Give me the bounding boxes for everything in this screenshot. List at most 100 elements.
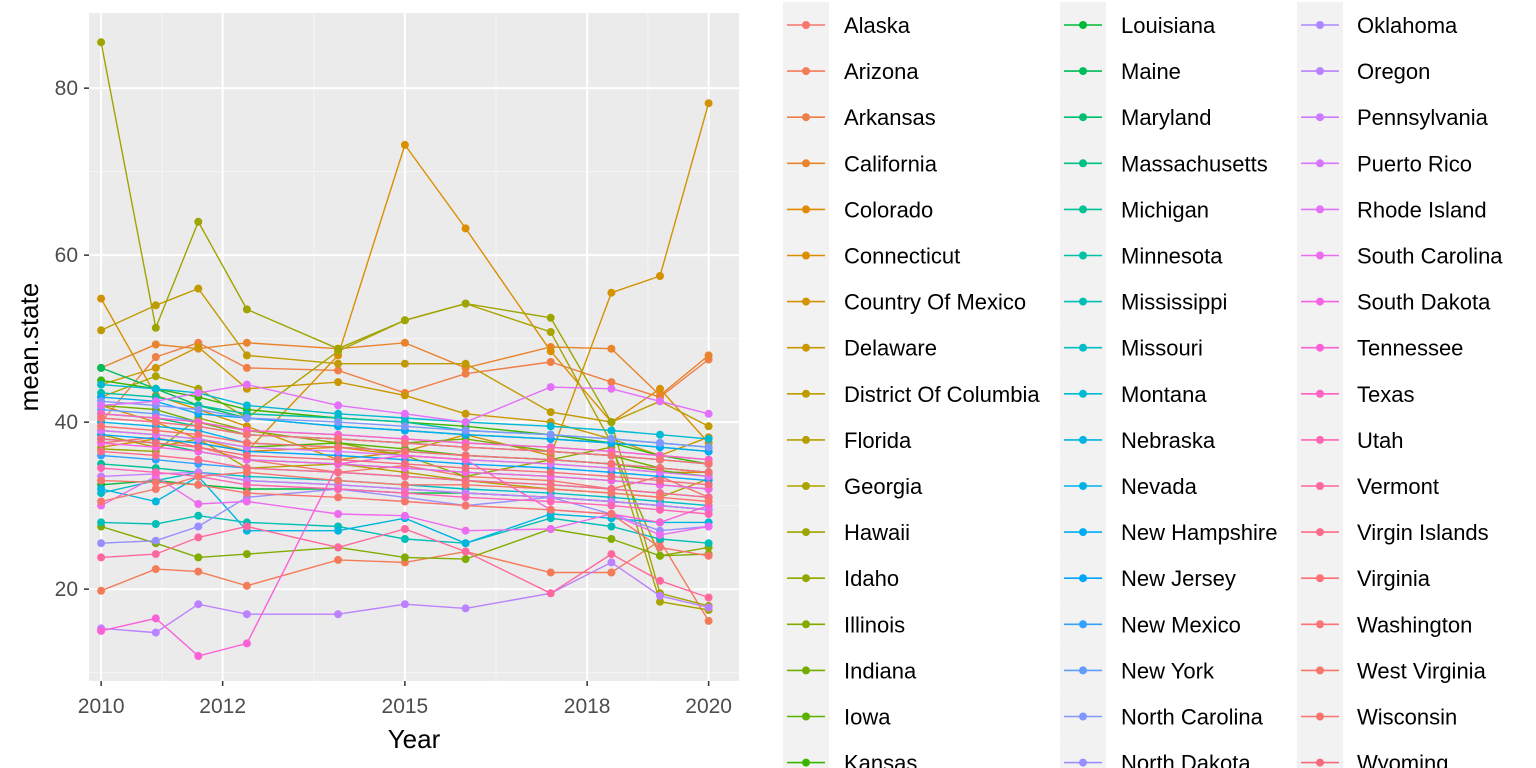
- legend-key-point: [1079, 574, 1087, 583]
- data-point: [242, 497, 251, 506]
- data-point: [656, 464, 664, 473]
- legend-key-point: [802, 528, 810, 537]
- legend-item: Illinois: [783, 601, 905, 648]
- data-point: [400, 316, 409, 325]
- data-point: [656, 476, 664, 485]
- data-point: [461, 451, 470, 460]
- data-point: [242, 363, 251, 372]
- legend-label: Montana: [1121, 382, 1207, 407]
- data-point: [704, 468, 713, 477]
- data-point: [400, 535, 409, 543]
- data-point: [546, 383, 555, 392]
- legend-key-point: [802, 389, 810, 398]
- data-point: [242, 430, 251, 439]
- data-point: [546, 422, 555, 431]
- legend-label: Pennsylvania: [1357, 105, 1489, 130]
- series: [97, 397, 713, 452]
- data-point: [607, 568, 616, 577]
- data-point: [656, 505, 664, 514]
- data-point: [704, 616, 713, 625]
- data-point: [97, 363, 106, 372]
- legend-label: Iowa: [844, 705, 891, 730]
- data-point: [607, 558, 616, 567]
- legend-label: Maryland: [1121, 105, 1211, 130]
- data-point: [97, 464, 106, 473]
- data-point: [334, 443, 343, 452]
- legend-label: Delaware: [844, 336, 937, 361]
- data-point: [704, 593, 713, 602]
- data-point: [400, 338, 409, 347]
- data-point: [151, 340, 160, 349]
- data-point: [242, 610, 251, 619]
- data-point: [656, 397, 664, 406]
- data-point: [242, 550, 251, 559]
- x-tick-label: 2010: [78, 695, 125, 718]
- data-point: [194, 422, 203, 431]
- data-point: [242, 480, 251, 489]
- legend-label: District Of Columbia: [844, 382, 1040, 407]
- legend-key-point: [1316, 574, 1324, 583]
- legend-label: Hawaii: [844, 520, 910, 545]
- legend-key-point: [1316, 205, 1324, 214]
- legend-label: Utah: [1357, 428, 1403, 453]
- legend-item: Montana: [1060, 370, 1207, 417]
- data-point: [151, 301, 160, 310]
- legend-key-point: [1316, 67, 1324, 76]
- data-point: [607, 451, 616, 460]
- legend-item: Connecticut: [783, 232, 960, 279]
- data-point: [151, 372, 160, 381]
- data-point: [546, 408, 555, 417]
- data-point: [400, 140, 409, 149]
- legend-key-point: [1316, 758, 1324, 767]
- legend-item: Massachusetts: [1060, 140, 1268, 187]
- data-point: [546, 505, 555, 514]
- legend-item: Arizona: [783, 48, 919, 95]
- legend-item: Maine: [1060, 48, 1181, 95]
- data-point: [546, 313, 555, 322]
- legend-key-point: [1079, 528, 1087, 537]
- legend-item: Michigan: [1060, 186, 1209, 233]
- data-point: [194, 500, 203, 508]
- data-point: [97, 518, 106, 527]
- data-point: [400, 553, 409, 562]
- data-point: [400, 525, 409, 533]
- legend-item: Country Of Mexico: [783, 278, 1026, 325]
- legend-label: Washington: [1357, 612, 1472, 637]
- series: [97, 422, 713, 477]
- data-point: [546, 347, 555, 356]
- legend-label: Nebraska: [1121, 428, 1216, 453]
- data-point: [607, 344, 616, 353]
- data-point: [656, 439, 664, 447]
- data-point: [242, 401, 251, 410]
- legend-label: New Jersey: [1121, 566, 1236, 591]
- legend-key-point: [802, 297, 810, 306]
- data-point: [546, 358, 555, 366]
- legend-key-point: [1316, 712, 1324, 721]
- data-point: [546, 525, 555, 533]
- data-point: [151, 485, 160, 493]
- legend-item: Oregon: [1297, 48, 1430, 95]
- legend-key-point: [1079, 297, 1087, 306]
- data-point: [97, 401, 106, 410]
- legend-item: New Jersey: [1060, 555, 1236, 602]
- data-point: [194, 430, 203, 439]
- legend-item: Idaho: [783, 555, 899, 602]
- data-point: [242, 439, 251, 447]
- data-point: [97, 626, 106, 635]
- data-point: [400, 422, 409, 431]
- legend-item: West Virginia: [1297, 647, 1487, 694]
- data-point: [334, 434, 343, 443]
- data-point: [97, 294, 106, 303]
- data-point: [656, 530, 664, 539]
- data-point: [607, 510, 616, 518]
- data-point: [242, 522, 251, 531]
- data-point: [656, 430, 664, 439]
- data-point: [400, 391, 409, 400]
- y-axis-title: mean.state: [14, 283, 44, 412]
- legend-key-point: [1079, 758, 1087, 767]
- y-tick-label: 40: [55, 411, 78, 434]
- data-point: [400, 439, 409, 447]
- data-point: [704, 510, 713, 518]
- legend-label: Georgia: [844, 474, 923, 499]
